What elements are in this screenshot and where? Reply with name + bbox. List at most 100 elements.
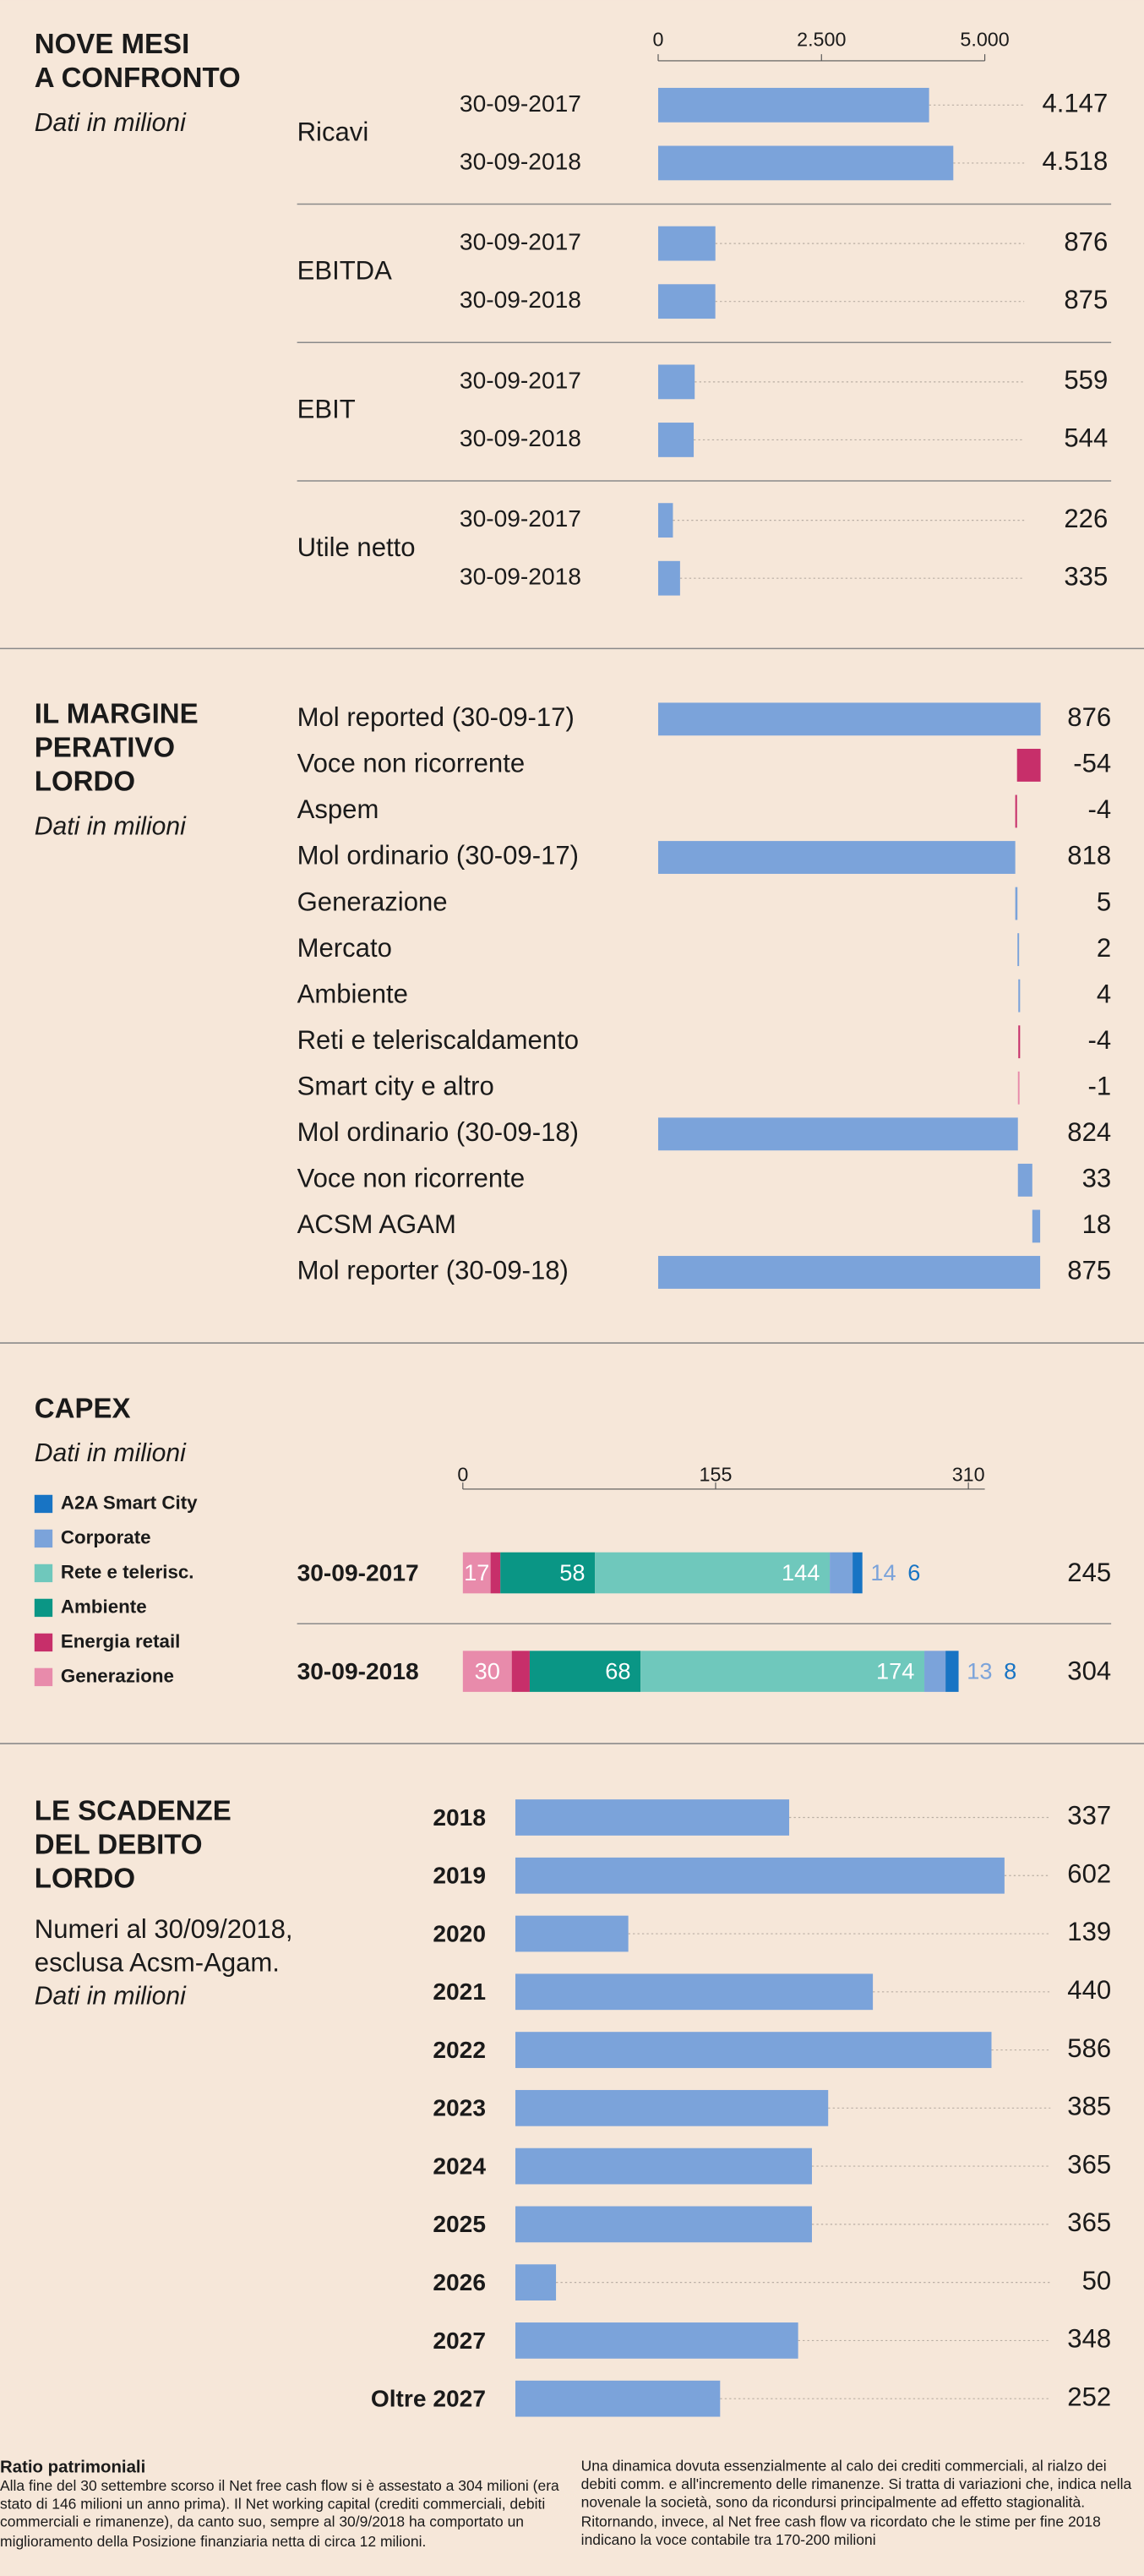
total-label: 304 bbox=[1067, 1656, 1111, 1686]
category-label: 2026 bbox=[433, 2269, 486, 2295]
row-label: 30-09-2017 bbox=[460, 367, 581, 393]
legend-swatch bbox=[34, 1598, 53, 1618]
category-label: Oltre 2027 bbox=[371, 2386, 486, 2412]
row-label: Mol ordinario (30-09-17) bbox=[297, 841, 579, 870]
legend-swatch bbox=[34, 1564, 53, 1583]
value-label: 876 bbox=[1064, 226, 1108, 256]
value-label: 252 bbox=[1067, 2382, 1111, 2411]
segment-label: 144 bbox=[782, 1559, 820, 1585]
value-label: 602 bbox=[1067, 1858, 1111, 1888]
category-label: 2022 bbox=[433, 2037, 486, 2063]
footer-text: Alla fine del 30 settembre scorso il Net… bbox=[0, 2477, 559, 2550]
segment-label: 8 bbox=[1004, 1658, 1016, 1684]
segment bbox=[529, 1651, 641, 1692]
value-label: 440 bbox=[1067, 1975, 1111, 2005]
bar bbox=[657, 560, 680, 596]
section-title: LORDO bbox=[35, 1862, 135, 1893]
segment-label: 174 bbox=[876, 1658, 914, 1684]
value-label: 824 bbox=[1067, 1117, 1111, 1147]
subtitle: Dati in milioni bbox=[35, 1439, 187, 1467]
bar bbox=[515, 2148, 812, 2185]
description: Numeri al 30/09/2018, bbox=[35, 1914, 293, 1944]
legend-swatch bbox=[34, 1633, 53, 1652]
category-label: 2019 bbox=[433, 1863, 486, 1889]
legend-label: Generazione bbox=[61, 1665, 174, 1686]
bar bbox=[1018, 1025, 1021, 1059]
value-label: 337 bbox=[1067, 1801, 1111, 1831]
row-label: Mol reported (30-09-17) bbox=[297, 702, 575, 732]
row-label: Voce non ricorrente bbox=[297, 749, 526, 778]
bar bbox=[657, 284, 716, 319]
section-title: IL MARGINE bbox=[35, 698, 199, 729]
bar bbox=[657, 503, 673, 538]
value-label: 335 bbox=[1064, 561, 1108, 591]
legend-label: Corporate bbox=[61, 1526, 151, 1547]
legend-label: Rete e telerisc. bbox=[61, 1561, 194, 1582]
row-label: Ambiente bbox=[297, 979, 408, 1008]
bar bbox=[515, 1915, 629, 1952]
segment-label: 17 bbox=[464, 1559, 489, 1585]
segment-label: 14 bbox=[870, 1559, 896, 1585]
bar bbox=[657, 145, 954, 181]
category-label: 30-09-2017 bbox=[297, 1559, 419, 1585]
x-tick-label: 0 bbox=[653, 29, 664, 51]
section-title: PERATIVO bbox=[35, 732, 175, 763]
row-label: Mol ordinario (30-09-18) bbox=[297, 1117, 579, 1147]
row-label: 30-09-2017 bbox=[460, 229, 581, 255]
row-label: Reti e teleriscaldamento bbox=[297, 1025, 579, 1055]
footer-column: Una dinamica dovuta essenzialmente al ca… bbox=[581, 2458, 1133, 2551]
value-label: 365 bbox=[1067, 2208, 1111, 2237]
footer-column: Ratio patrimoniali Alla fine del 30 sett… bbox=[0, 2458, 566, 2551]
bar bbox=[1017, 933, 1020, 967]
bar bbox=[1016, 749, 1041, 782]
bar bbox=[657, 1256, 1041, 1289]
row-label: Mol reporter (30-09-18) bbox=[297, 1256, 569, 1285]
segment bbox=[830, 1552, 853, 1594]
value-label: -54 bbox=[1073, 749, 1111, 778]
value-label: 33 bbox=[1082, 1164, 1112, 1193]
value-label: 385 bbox=[1067, 2092, 1111, 2121]
legend-swatch bbox=[34, 1667, 53, 1687]
category-label: 2018 bbox=[433, 1804, 486, 1831]
segment-label: 13 bbox=[967, 1658, 992, 1684]
group-label: EBITDA bbox=[297, 256, 393, 286]
bar bbox=[657, 364, 695, 400]
row-label: Smart city e altro bbox=[297, 1071, 494, 1100]
bar bbox=[515, 2380, 721, 2417]
value-label: 2 bbox=[1097, 933, 1111, 963]
footer: Ratio patrimoniali Alla fine del 30 sett… bbox=[0, 2458, 1133, 2551]
row-label: 30-09-2017 bbox=[460, 505, 581, 532]
legend-label: A2A Smart City bbox=[61, 1492, 198, 1513]
bar bbox=[515, 1973, 874, 2011]
category-label: 2025 bbox=[433, 2211, 486, 2237]
value-label: 139 bbox=[1067, 1917, 1111, 1946]
row-label: 30-09-2018 bbox=[460, 148, 581, 174]
legend-label: Energia retail bbox=[61, 1630, 180, 1651]
section-title: CAPEX bbox=[35, 1392, 131, 1423]
legend-label: Ambiente bbox=[61, 1596, 147, 1617]
bar bbox=[515, 2032, 992, 2068]
total-label: 245 bbox=[1067, 1558, 1111, 1587]
group-label: Utile netto bbox=[297, 532, 416, 562]
bar bbox=[657, 423, 695, 457]
row-label: Voce non ricorrente bbox=[297, 1164, 526, 1193]
value-label: 365 bbox=[1067, 2149, 1111, 2179]
category-label: 2020 bbox=[433, 1920, 486, 1946]
legend-swatch bbox=[34, 1529, 53, 1548]
value-label: 586 bbox=[1067, 2033, 1111, 2063]
subtitle: Dati in milioni bbox=[35, 109, 187, 137]
value-label: -4 bbox=[1088, 794, 1112, 824]
bar bbox=[657, 1117, 1018, 1151]
section-title: NOVE MESI bbox=[35, 28, 189, 59]
segment bbox=[595, 1552, 831, 1594]
value-label: 50 bbox=[1082, 2266, 1112, 2295]
category-label: 2024 bbox=[433, 2153, 486, 2179]
bar bbox=[515, 1857, 1005, 1894]
category-label: 2027 bbox=[433, 2328, 486, 2354]
bar bbox=[657, 226, 716, 261]
bar bbox=[1017, 1071, 1020, 1105]
segment-label: 58 bbox=[559, 1559, 585, 1585]
value-label: 544 bbox=[1064, 423, 1108, 453]
description: esclusa Acsm-Agam. bbox=[35, 1948, 280, 1978]
